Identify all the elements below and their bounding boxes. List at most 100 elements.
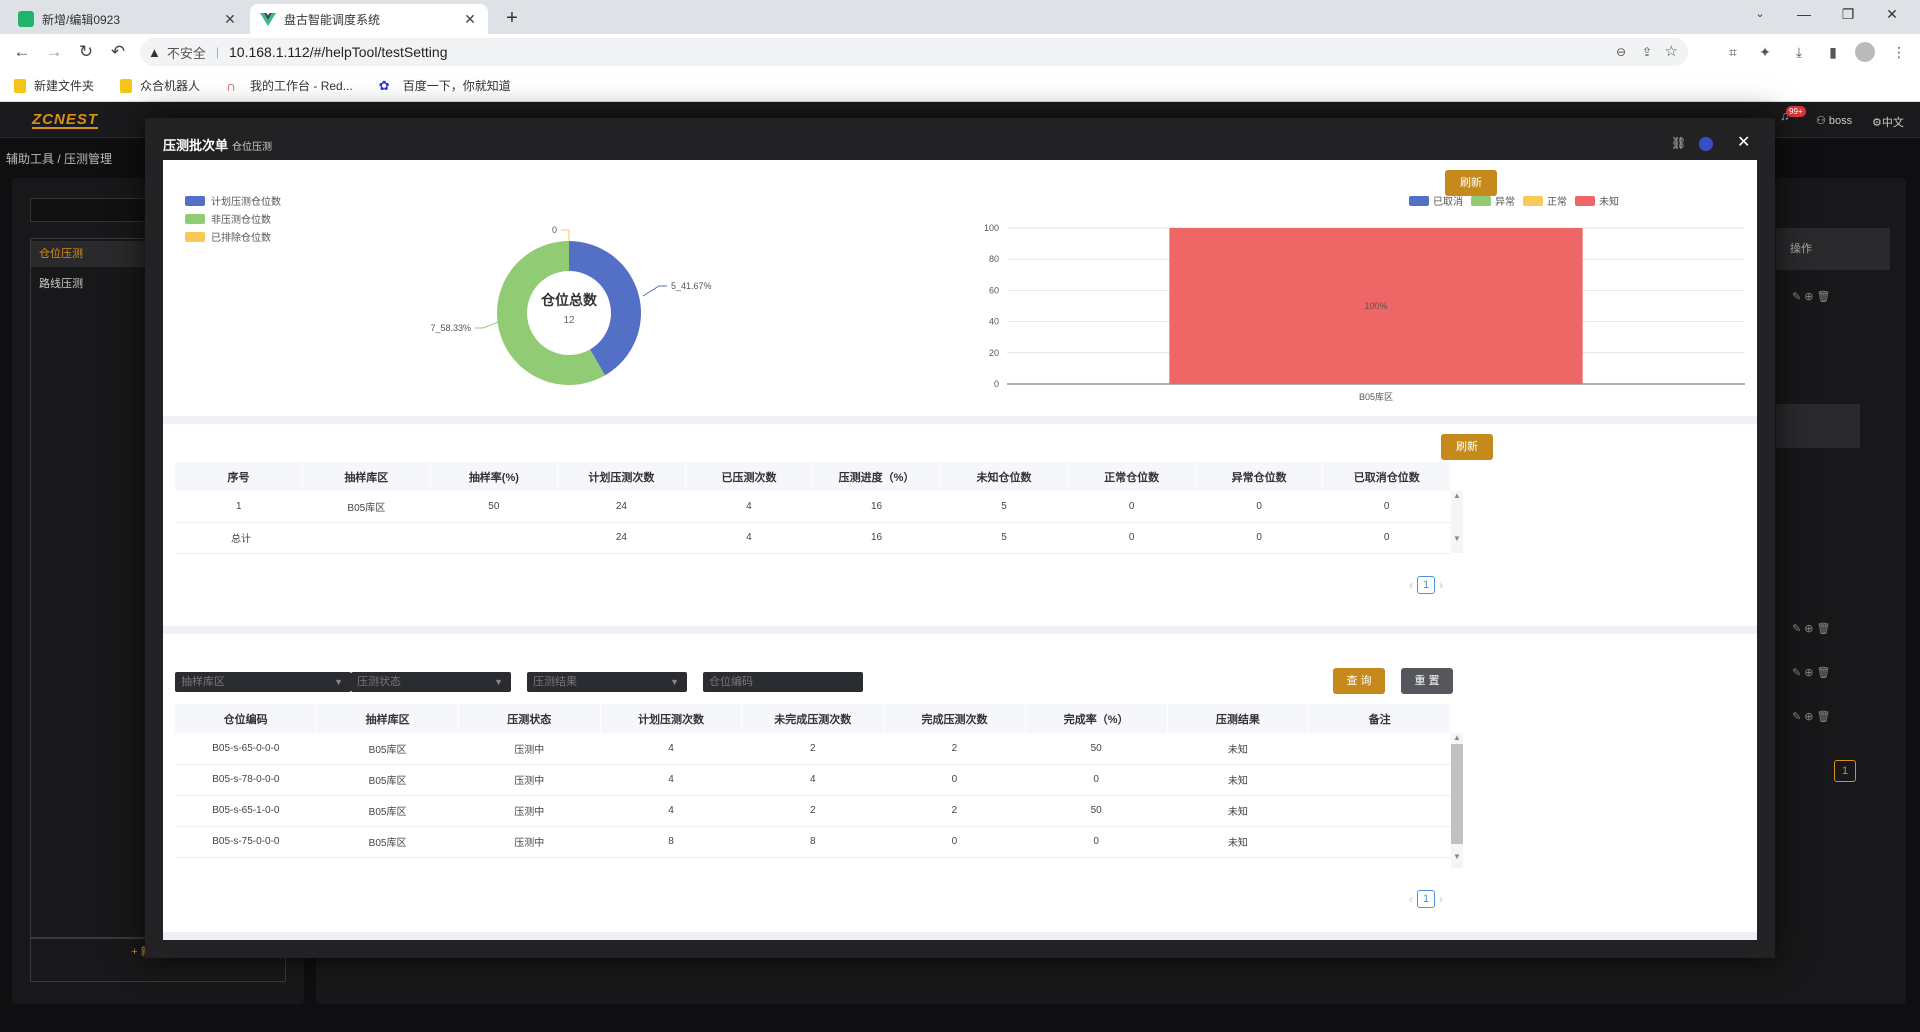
user-menu[interactable]: ⚇ boss [1816, 114, 1852, 127]
modal-title-text: 压测批次单 [163, 138, 229, 153]
legend-label: 正常 [1547, 195, 1567, 208]
row-actions[interactable]: ✎ ⊕ 🗑 [1792, 667, 1831, 679]
table-row[interactable]: 总计 24 4 16 5 0 0 0 [175, 522, 1451, 554]
table-row[interactable]: B05-s-65-1-0-0 B05库区 压测中 4 2 2 50 未知 [175, 795, 1451, 827]
menu-icon[interactable]: ⋮ [1892, 44, 1906, 60]
prev-page-icon[interactable]: ‹ [1409, 892, 1413, 906]
language-switch[interactable]: ⚙中文 [1872, 114, 1904, 130]
user-name: boss [1828, 115, 1853, 127]
browser-tab[interactable]: 新增/编辑0923 ✕ [8, 4, 248, 34]
download-icon[interactable]: ⤓ [1795, 44, 1803, 60]
undo-icon[interactable]: ↶ [110, 42, 126, 61]
column-header: 未知仓位数 [940, 462, 1069, 491]
table-cell: 未知 [1167, 826, 1309, 858]
area-select[interactable]: 抽样库区 ▼ [175, 672, 351, 692]
section-divider [163, 416, 1757, 424]
bookmark-link[interactable]: ✿ 百度一下，你就知道 [379, 77, 511, 94]
close-window-button[interactable]: ✕ [1886, 6, 1898, 22]
language-label: 中文 [1881, 117, 1904, 129]
summary-scrollbar[interactable]: ▲ ▼ [1451, 491, 1463, 553]
code-input[interactable]: 仓位编码 [703, 672, 863, 692]
reset-button[interactable]: 重 置 [1401, 668, 1453, 694]
forward-arrow-icon[interactable]: → [45, 42, 63, 61]
slice-label: 5_41.67% [671, 281, 712, 291]
y-tick-label: 80 [989, 254, 999, 264]
next-page-icon[interactable]: › [1439, 892, 1443, 906]
row-actions[interactable]: ✎ ⊕ 🗑 [1792, 291, 1831, 303]
bookmark-link[interactable]: ∩ 我的工作台 - Red... [226, 77, 353, 94]
bell-icon[interactable]: ♫ [1780, 108, 1790, 123]
bar-segment[interactable] [1169, 228, 1583, 384]
next-page-icon[interactable]: › [1439, 578, 1443, 592]
table-cell: 4 [741, 857, 884, 868]
table-row[interactable]: B05-s-75-0-0-0 B05库区 压测中 8 8 0 0 未知 [175, 826, 1451, 858]
result-select[interactable]: 压测结果 ▼ [527, 672, 687, 692]
donut-slice[interactable] [497, 241, 605, 385]
zoom-icon[interactable]: ⊖ [1615, 45, 1626, 59]
close-icon[interactable]: ✕ [1737, 134, 1751, 151]
close-icon[interactable]: ✕ [464, 10, 476, 27]
minimize-button[interactable]: — [1797, 6, 1811, 22]
star-icon[interactable]: ☆ [1664, 43, 1678, 60]
column-header: 计划压测次数 [600, 704, 743, 733]
table-cell: 4 [600, 857, 742, 868]
sidepanel-icon[interactable]: ▮ [1829, 44, 1837, 60]
table-cell: 压测中 [458, 795, 601, 827]
pagination-page[interactable]: 1 [1834, 760, 1856, 782]
row-actions[interactable]: ✎ ⊕ 🗑 [1792, 711, 1831, 723]
table-cell: 0 [1195, 522, 1323, 554]
refresh-button[interactable]: 刷新 [1445, 170, 1497, 196]
status-select[interactable]: 压测状态 ▼ [351, 672, 511, 692]
menu-item-route-test[interactable]: 路线压测 [39, 278, 83, 290]
scroll-up-icon[interactable]: ▲ [1453, 491, 1461, 500]
table-row[interactable]: B05-s-65-0-0-0 B05库区 压测中 4 2 2 50 未知 [175, 733, 1451, 765]
globe-icon[interactable] [1699, 137, 1713, 151]
close-icon[interactable]: ✕ [224, 10, 236, 27]
address-bar[interactable]: ▲ 不安全 | 10.168.1.112/#/helpTool/testSett… [140, 38, 1688, 66]
reload-icon[interactable]: ↻ [78, 42, 94, 61]
table-cell: 压测中 [458, 857, 601, 868]
detail-scrollbar[interactable]: ▲ ▼ [1451, 733, 1463, 868]
extension-icon[interactable]: ✦ [1759, 44, 1771, 60]
tab-search-icon[interactable]: ⌄ [1755, 8, 1765, 20]
new-tab-button[interactable]: + [506, 7, 518, 29]
legend-swatch [185, 196, 205, 206]
row-actions[interactable]: ✎ ⊕ 🗑 [1792, 623, 1831, 635]
bookmark-folder[interactable]: 众合机器人 [120, 77, 200, 94]
table-row[interactable]: 1 B05库区 50 24 4 16 5 0 0 0 [175, 491, 1451, 523]
modal-subtitle: 仓位压测 [232, 142, 273, 153]
page-number[interactable]: 1 [1417, 890, 1435, 908]
column-header: 压测进度（%） [812, 462, 941, 491]
link-icon[interactable]: ⛓ [1671, 136, 1687, 150]
breadcrumb-item[interactable]: 辅助工具 [6, 152, 55, 166]
browser-tab-active[interactable]: 盘古智能调度系统 ✕ [250, 4, 488, 34]
table-cell: 4 [600, 733, 742, 765]
address-separator: | [215, 45, 220, 59]
legend-swatch [1471, 196, 1491, 206]
crop-icon[interactable]: ⌗ [1729, 44, 1737, 60]
donut-slice[interactable] [569, 241, 641, 376]
refresh-button[interactable]: 刷新 [1441, 434, 1493, 460]
notification-badge: 99+ [1786, 106, 1806, 117]
donut-center-title: 仓位总数 [540, 292, 598, 308]
bookmark-folder[interactable]: 新建文件夹 [14, 77, 94, 94]
query-button[interactable]: 查 询 [1333, 668, 1385, 694]
profile-icon[interactable] [1852, 38, 1878, 66]
scroll-thumb[interactable] [1451, 744, 1463, 844]
baidu-icon: ✿ [378, 77, 390, 93]
scroll-down-icon[interactable]: ▼ [1453, 852, 1461, 861]
table-cell: 0 [1195, 491, 1323, 523]
bookmarks-bar: 新建文件夹 众合机器人 ∩ 我的工作台 - Red... ✿ 百度一下，你就知道 [0, 70, 1920, 102]
restore-button[interactable]: ❐ [1841, 6, 1855, 22]
table-cell: 0 [1322, 522, 1451, 554]
prev-page-icon[interactable]: ‹ [1409, 578, 1413, 592]
scroll-up-icon[interactable]: ▲ [1453, 733, 1461, 742]
back-arrow-icon[interactable]: ← [13, 42, 31, 61]
area-select-placeholder: 抽样库区 [181, 676, 225, 688]
table-row[interactable]: B05-s-78-0-0-0 B05库区 压测中 4 4 0 0 未知 [175, 764, 1451, 796]
share-icon[interactable]: ⇪ [1641, 45, 1652, 59]
scroll-down-icon[interactable]: ▼ [1453, 534, 1461, 543]
page-number[interactable]: 1 [1417, 576, 1435, 594]
